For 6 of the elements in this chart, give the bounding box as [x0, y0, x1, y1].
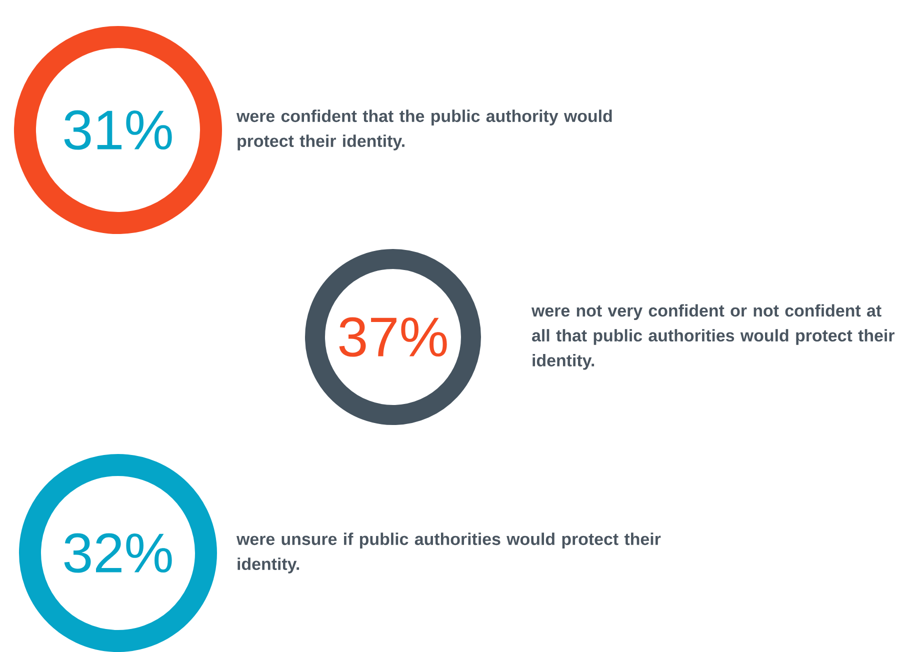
category-label: were not very confident or not confident at all that public authorities would protect their identity.: [531, 304, 894, 370]
data-label: 31%: [64, 110, 172, 150]
data-label: 37%: [339, 317, 447, 357]
category-label: were confident that the public authority would protect their identity.: [236, 110, 612, 150]
data-label: 32%: [64, 533, 172, 573]
category-label: were unsure if public authorities would protect their identity.: [236, 532, 661, 574]
